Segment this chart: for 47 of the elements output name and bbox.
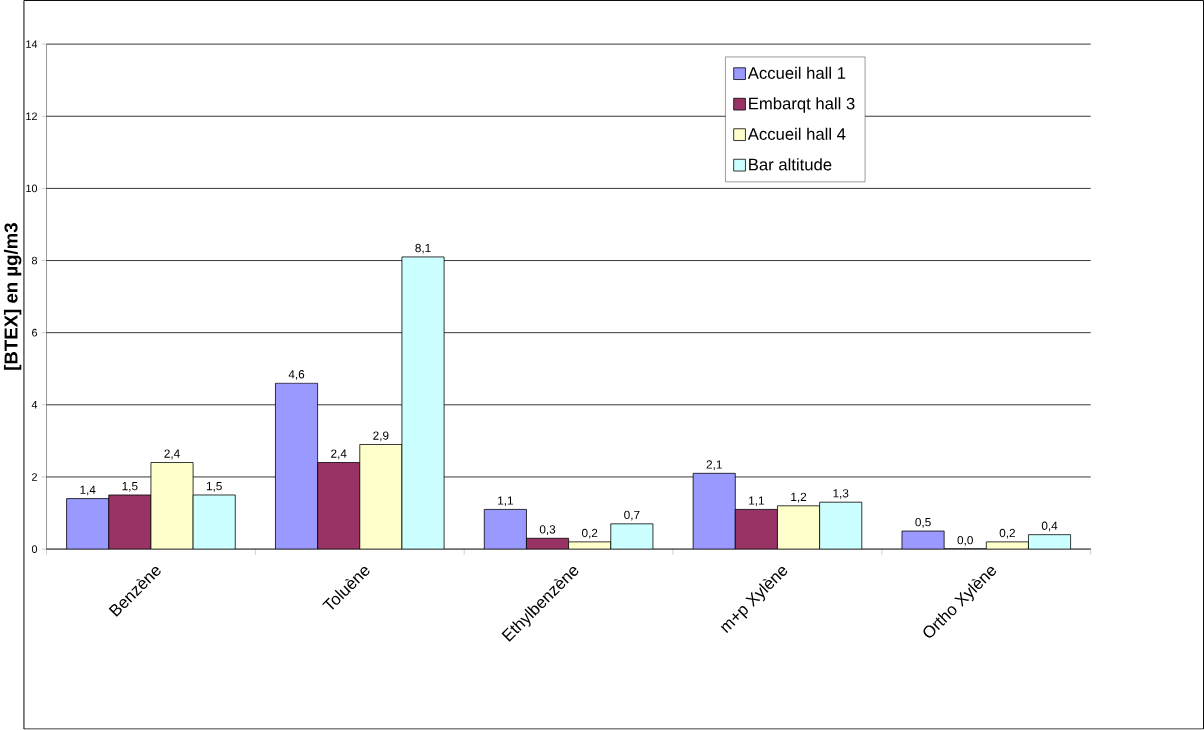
- bar: [275, 383, 318, 550]
- data-label: 0,5: [915, 518, 931, 528]
- legend-label: Accueil hall 4: [747, 127, 846, 141]
- data-label: 0,3: [539, 525, 556, 536]
- data-label: 0,2: [999, 529, 1015, 539]
- y-tick-label: 8: [31, 256, 38, 265]
- data-label: 1,4: [80, 485, 96, 496]
- bar: [150, 462, 194, 550]
- bar: [483, 509, 527, 550]
- data-label: 2,4: [164, 449, 180, 460]
- data-label: 1,5: [206, 482, 222, 492]
- data-label: 0,4: [1041, 521, 1058, 532]
- data-label: 4,6: [288, 370, 305, 381]
- legend-label: Bar altitude: [749, 158, 832, 171]
- data-label: 2,4: [331, 449, 347, 460]
- data-label: 1,5: [122, 482, 138, 492]
- data-label: 0,7: [624, 511, 640, 521]
- data-label: 1,2: [791, 493, 807, 503]
- data-label: 0,0: [957, 536, 973, 546]
- y-tick-label: 12: [26, 112, 37, 121]
- bar: [819, 502, 863, 550]
- legend-label: Accueil hall 1: [747, 66, 846, 80]
- bar: [192, 494, 236, 550]
- bar: [317, 462, 361, 550]
- y-tick-label: 0: [31, 545, 38, 554]
- y-tick-label: 2: [32, 473, 37, 481]
- bar: [359, 444, 403, 550]
- data-label: 1,1: [749, 496, 764, 507]
- bar: [108, 494, 152, 550]
- data-label: 0,2: [581, 529, 598, 539]
- y-tick-label: 14: [26, 40, 38, 49]
- data-label: 2,9: [373, 431, 389, 442]
- bar: [610, 523, 654, 550]
- y-axis-title: [BTEX] en µg/m3: [3, 223, 22, 371]
- y-tick-label: 10: [26, 184, 38, 193]
- data-label: 2,1: [706, 460, 722, 471]
- bar: [734, 509, 778, 550]
- y-tick-label: 6: [32, 329, 38, 337]
- legend-label: Embarqt hall 3: [749, 97, 855, 114]
- bar: [692, 473, 736, 550]
- data-label: 8,1: [415, 244, 431, 254]
- bar: [401, 256, 445, 550]
- data-label: 1,3: [833, 489, 849, 500]
- y-tick-label: 4: [31, 401, 38, 409]
- bar: [777, 505, 821, 550]
- bar: [66, 498, 110, 550]
- data-label: 1,1: [498, 496, 513, 507]
